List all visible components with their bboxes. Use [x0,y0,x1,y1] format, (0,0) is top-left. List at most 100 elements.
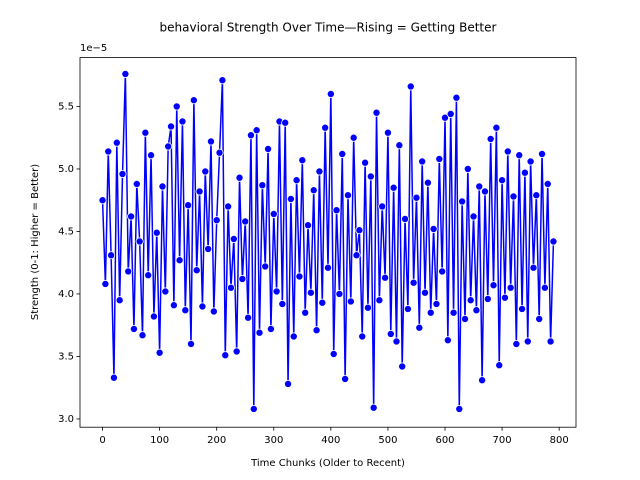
x-tick-label: 700 [493,435,512,446]
x-tick-label: 0 [99,435,105,446]
data-point [284,379,293,388]
data-point [144,271,153,280]
data-point [304,221,313,230]
data-point [500,293,509,302]
data-point [383,128,392,137]
x-tick-label: 500 [378,435,397,446]
data-point [455,404,464,413]
data-point [215,148,224,157]
x-tick-label: 600 [435,435,454,446]
data-point [286,194,295,203]
data-point [423,178,432,187]
data-point [480,187,489,196]
data-point [229,234,238,243]
data-point [261,262,270,271]
data-point [492,123,501,132]
data-point [232,347,241,356]
data-point [169,301,178,310]
data-point [147,151,156,160]
data-point [101,279,110,288]
data-point [258,181,267,190]
y-tick-label: 3.0 [58,414,74,425]
data-point [520,168,529,177]
data-point [129,324,138,333]
data-point [309,186,318,195]
data-point [306,288,315,297]
data-point [332,206,341,215]
data-point [375,296,384,305]
data-point [366,172,375,181]
data-point [415,323,424,332]
data-point [104,147,113,156]
data-point [238,274,247,283]
data-point [409,278,418,287]
y-tick-label: 5.0 [58,164,74,175]
data-point [512,339,521,348]
data-point [355,226,364,235]
x-tick-label: 100 [150,435,169,446]
x-tick-label: 200 [207,435,226,446]
data-point [412,193,421,202]
y-offset-label: 1e−5 [80,43,107,54]
x-axis-label: Time Chunks (Older to Recent) [250,458,405,469]
x-tick-label: 800 [550,435,569,446]
data-point [463,164,472,173]
data-point [121,69,130,78]
data-point [475,182,484,191]
data-point [418,157,427,166]
data-point [381,273,390,282]
data-point [252,126,261,135]
data-point [138,331,147,340]
data-point [255,328,264,337]
data-point [386,329,395,338]
data-point [406,82,415,91]
data-point [443,336,452,345]
data-point [178,117,187,126]
x-tick-label: 300 [264,435,283,446]
data-point [164,142,173,151]
data-point [363,303,372,312]
data-point [518,304,527,313]
y-axis-label: Strength (0-1: Higher = Better) [30,164,41,320]
data-point [358,332,367,341]
x-tick-label: 400 [321,435,340,446]
data-point [212,216,221,225]
data-point [335,289,344,298]
data-point [204,244,213,253]
data-point [432,299,441,308]
data-point [509,192,518,201]
data-point [315,167,324,176]
data-point [421,288,430,297]
data-point [361,158,370,167]
data-point [349,133,358,142]
data-point [184,201,193,210]
data-point [112,138,121,147]
data-point [201,167,210,176]
data-point [435,154,444,163]
data-point [529,263,538,272]
data-point [323,263,332,272]
data-point [221,351,230,360]
data-point [312,326,321,335]
data-point [543,179,552,188]
data-point [378,202,387,211]
data-point [161,287,170,296]
data-point [515,151,524,160]
data-point [269,209,278,218]
data-point [301,308,310,317]
y-tick-label: 4.0 [58,289,74,300]
data-point [426,308,435,317]
data-point [318,298,327,307]
data-point [226,283,235,292]
plot-frame [79,57,577,428]
data-point [395,141,404,150]
data-point [441,113,450,122]
data-point [235,173,244,182]
data-point [278,299,287,308]
data-point [189,96,198,105]
data-point [249,404,258,413]
data-point [135,237,144,246]
data-point [206,137,215,146]
data-point [295,272,304,281]
